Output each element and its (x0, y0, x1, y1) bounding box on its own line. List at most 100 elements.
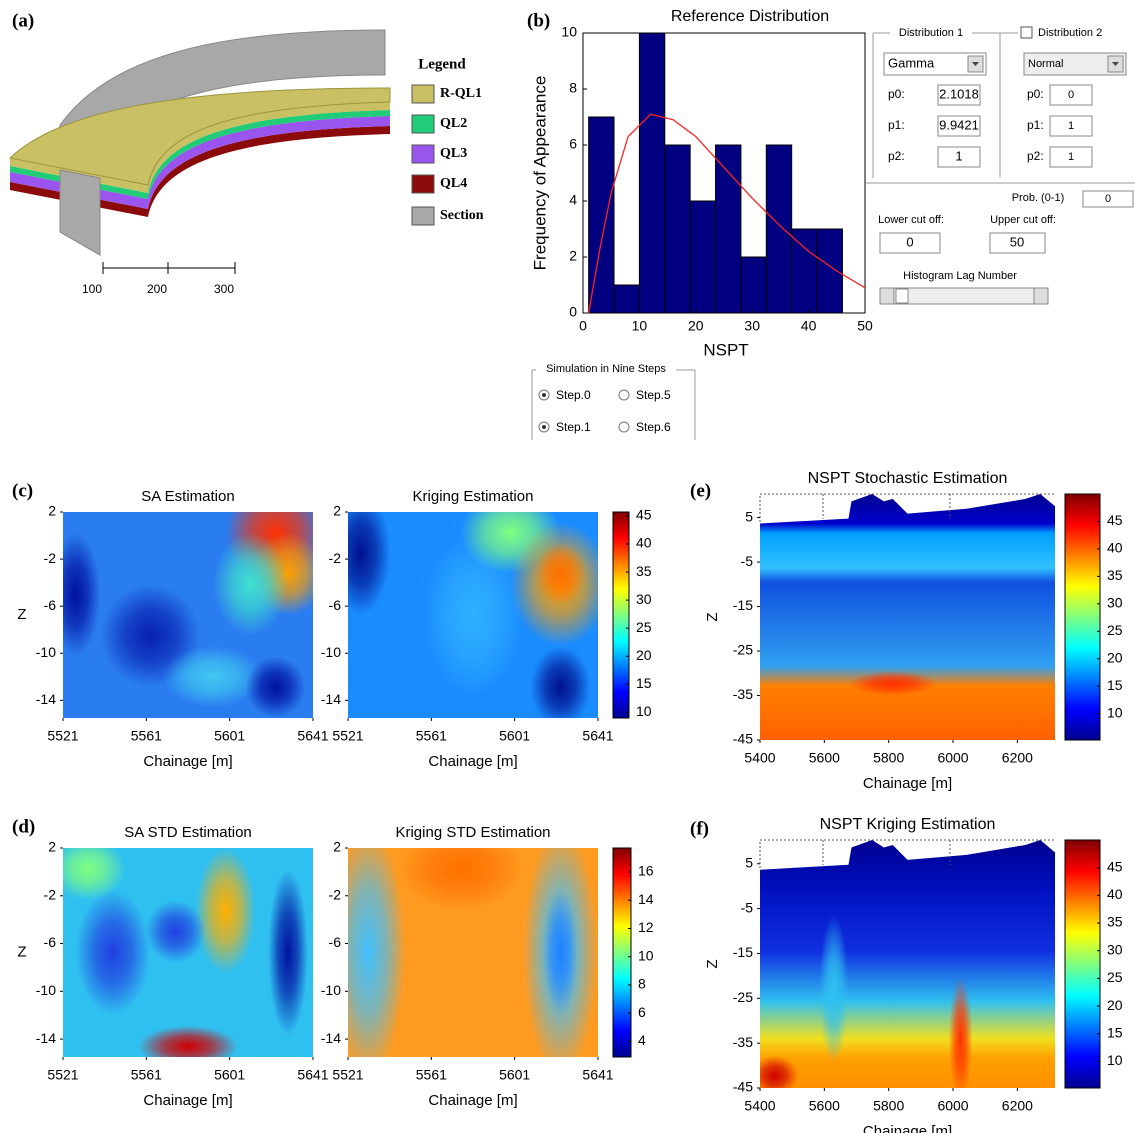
colorbar-label: 10 (638, 947, 654, 963)
x-tick-label: 5601 (214, 1067, 245, 1083)
param-input[interactable] (1049, 146, 1093, 168)
bar (664, 144, 691, 314)
chart-title: SA STD Estimation (124, 824, 252, 841)
field-label: Histogram Lag Number (903, 270, 1017, 282)
arrow-icon (1112, 62, 1119, 66)
heatmap-field (63, 848, 313, 1057)
panel-label: (d) (12, 816, 35, 837)
slider-button (879, 287, 895, 305)
terrain-mask (760, 840, 1055, 870)
bar (816, 228, 843, 314)
dropdown[interactable] (1023, 52, 1127, 76)
param-input[interactable] (937, 146, 981, 168)
legend-swatch (411, 144, 435, 164)
x-axis-label: NSPT (703, 340, 748, 359)
field-blob (423, 532, 523, 698)
param-name: p0: (888, 87, 905, 101)
radio-dot (542, 393, 546, 397)
y-tick-label: -14 (36, 1030, 56, 1046)
x-tick-label: 20 (688, 318, 704, 334)
x-axis-label: Chainage [m] (143, 1092, 232, 1109)
panel-label: (e) (690, 480, 711, 501)
x-tick-label: 5601 (499, 1067, 530, 1083)
y-axis-label: Z (704, 612, 721, 621)
colorbar-label: 15 (1107, 677, 1123, 693)
x-axis-label: Chainage [m] (143, 753, 232, 770)
radio-label: Step.0 (556, 388, 591, 402)
radio[interactable] (618, 389, 630, 401)
param-input[interactable] (1049, 115, 1093, 137)
slider-thumb (895, 288, 909, 304)
colorbar-label: 35 (636, 563, 652, 579)
x-tick-label: 5561 (416, 1067, 447, 1083)
dropdown-value: Gamma (888, 55, 935, 70)
radio[interactable] (618, 421, 630, 433)
param-name: p1: (1027, 118, 1044, 132)
scale-label: 200 (147, 282, 167, 296)
y-tick-label: -6 (329, 934, 342, 950)
y-tick-label: -25 (733, 642, 753, 658)
y-tick-label: -5 (741, 899, 754, 915)
x-tick-label: 5601 (499, 728, 530, 744)
group-title: Distribution 2 (1038, 27, 1102, 39)
param-input[interactable] (1049, 84, 1093, 106)
colorbar-label: 10 (1107, 1052, 1123, 1068)
y-tick-label: -10 (321, 644, 341, 660)
x-tick-label: 6000 (937, 1098, 968, 1114)
bar (613, 284, 640, 314)
y-tick-label: 10 (561, 24, 577, 40)
dropdown[interactable] (883, 52, 987, 76)
field-blob (213, 532, 288, 636)
section-outline (759, 839, 1055, 868)
input[interactable] (879, 232, 941, 254)
param-value: 1 (1068, 151, 1074, 163)
param-input[interactable] (937, 115, 981, 137)
field-blob (268, 868, 308, 1037)
colorbar-label: 40 (1107, 540, 1123, 556)
heatmap-field (348, 848, 598, 1057)
input[interactable] (989, 232, 1046, 254)
colorbar-label: 35 (1107, 567, 1123, 583)
colorbar-label: 25 (1107, 622, 1123, 638)
x-tick-label: 5400 (744, 750, 775, 766)
chart-title: Kriging STD Estimation (395, 824, 550, 841)
x-tick-label: 5521 (332, 728, 363, 744)
y-tick-label: -6 (44, 597, 57, 613)
y-tick-label: 6 (569, 136, 577, 152)
legend-label: Section (440, 208, 484, 223)
x-tick-label: 6200 (1002, 750, 1033, 766)
radio-label: Step.1 (556, 420, 591, 434)
bar (638, 32, 666, 314)
x-tick-label: 50 (857, 318, 873, 334)
checkbox[interactable] (1020, 26, 1033, 39)
param-input[interactable] (937, 84, 981, 106)
y-tick-label: 5 (745, 508, 753, 524)
x-tick-label: 6200 (1002, 1098, 1033, 1114)
y-tick-label: -2 (44, 886, 57, 902)
dropdown-value: Normal (1028, 58, 1063, 70)
x-tick-label: 30 (744, 318, 760, 334)
field-label: Lower cut off: (878, 214, 944, 226)
y-axis-label: Z (17, 606, 26, 623)
colorbar-label: 15 (636, 675, 652, 691)
y-tick-label: -25 (733, 989, 753, 1005)
field-blob (63, 532, 101, 657)
param-value: 1 (1068, 120, 1074, 132)
y-tick-label: -5 (741, 553, 754, 569)
colorbar-label: 45 (636, 507, 652, 523)
field-blob (348, 512, 391, 615)
field-blob (848, 671, 937, 696)
scale-label: 300 (214, 282, 234, 296)
y-tick-label: 8 (569, 80, 577, 96)
group-title: Distribution 1 (899, 27, 963, 39)
y-tick-label: 2 (333, 839, 341, 855)
input[interactable] (1082, 190, 1134, 208)
param-value: 0 (1068, 89, 1074, 101)
x-tick-label: 5641 (582, 1067, 613, 1083)
bar (715, 144, 742, 314)
x-tick-label: 5521 (47, 728, 78, 744)
section-wall-front (59, 169, 101, 256)
y-tick-label: 0 (569, 304, 577, 320)
y-tick-label: -6 (44, 934, 57, 950)
